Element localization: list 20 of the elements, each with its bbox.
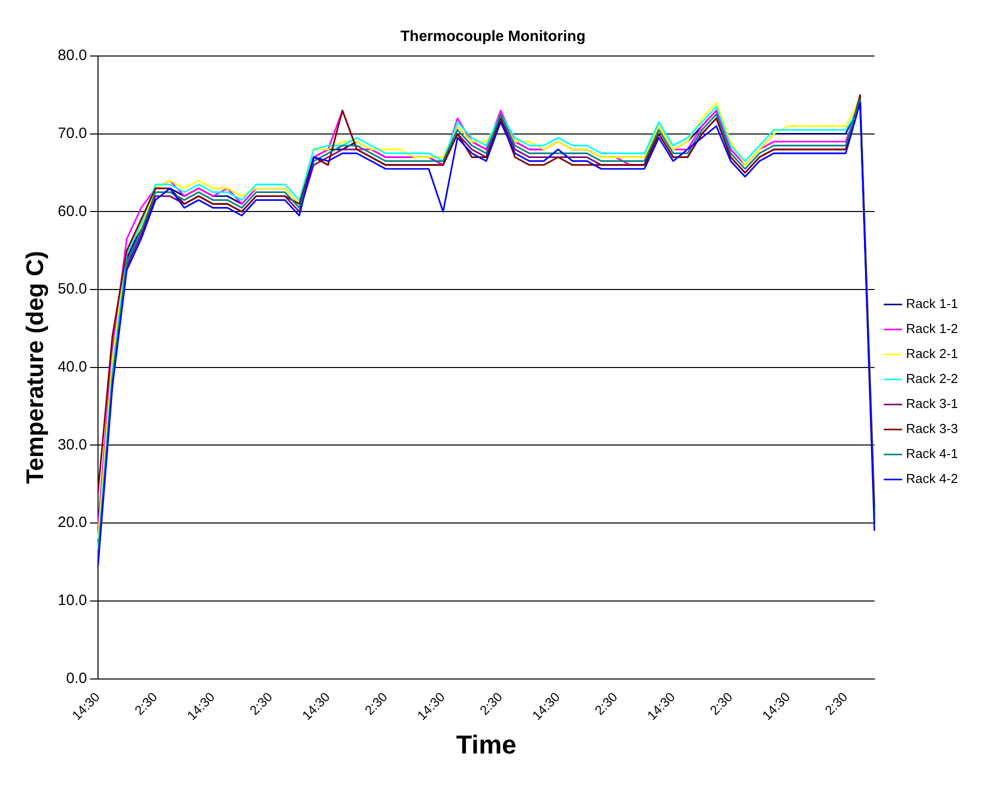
y-tick-label: 50.0 xyxy=(58,280,87,298)
y-axis-title: Temperature (deg C) xyxy=(22,250,50,484)
legend-label: Rack 1-2 xyxy=(906,321,958,336)
legend-label: Rack 3-1 xyxy=(906,396,958,412)
y-tick-label: 70.0 xyxy=(58,124,87,142)
legend-label: Rack 4-2 xyxy=(906,471,958,486)
y-tick-label: 40.0 xyxy=(58,358,87,376)
legend-label: Rack 3-3 xyxy=(906,421,958,436)
chart-title: Thermocouple Monitoring xyxy=(400,28,586,46)
legend-label: Rack 2-1 xyxy=(906,346,958,362)
y-tick-label: 0.0 xyxy=(66,670,87,687)
y-tick-label: 60.0 xyxy=(58,202,87,220)
y-tick-label: 10.0 xyxy=(58,592,87,610)
legend-label: Rack 4-1 xyxy=(906,446,958,462)
y-tick-label: 80.0 xyxy=(58,47,87,64)
y-tick-label: 20.0 xyxy=(58,514,87,532)
y-tick-label: 30.0 xyxy=(58,436,87,454)
legend-label: Rack 2-2 xyxy=(906,371,958,386)
legend-label: Rack 1-1 xyxy=(906,296,958,312)
x-axis-title: Time xyxy=(456,730,516,760)
